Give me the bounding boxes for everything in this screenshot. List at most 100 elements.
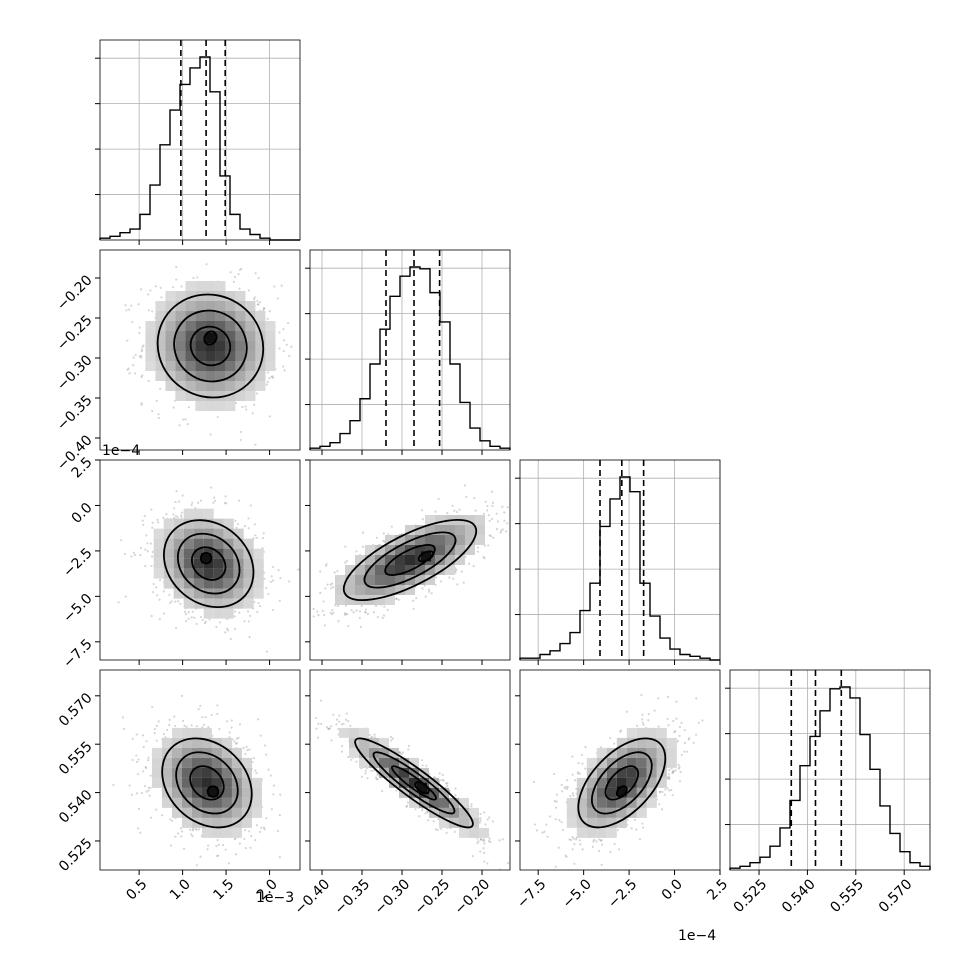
scatter-point — [491, 501, 495, 504]
density-cell — [435, 535, 445, 545]
density-cell — [191, 807, 202, 818]
scatter-point — [495, 512, 498, 515]
scatter-point — [315, 716, 318, 720]
scatter-point — [140, 375, 143, 379]
density-cell — [455, 545, 465, 555]
scatter-point — [248, 748, 251, 751]
density-cell — [265, 341, 276, 351]
density-cell — [245, 351, 256, 361]
scatter-point — [133, 372, 137, 375]
density-cell — [161, 797, 172, 808]
density-cell — [195, 311, 206, 321]
density-cell — [213, 598, 224, 609]
density-cell — [455, 555, 465, 565]
scatter-point — [401, 751, 404, 754]
scatter-point — [267, 768, 270, 771]
density-cell — [155, 301, 166, 311]
density-cell — [191, 727, 202, 738]
density-cell — [365, 565, 375, 575]
scatter-point — [162, 516, 165, 519]
density-cell — [225, 311, 236, 321]
scatter-point — [234, 742, 238, 745]
scatter-point — [346, 613, 349, 616]
scatter-point — [448, 576, 451, 579]
scatter-point — [278, 599, 281, 602]
density-cell — [195, 301, 206, 311]
density-cell — [161, 767, 172, 778]
density-cell — [183, 548, 194, 559]
scatter-point — [186, 423, 189, 426]
scatter-point — [304, 611, 306, 613]
scatter-point — [151, 521, 154, 524]
density-cell — [245, 321, 256, 331]
scatter-point — [175, 490, 178, 493]
scatter-point — [505, 530, 508, 533]
scatter-point — [487, 840, 491, 843]
scatter-point — [503, 519, 506, 522]
scatter-point — [230, 726, 233, 729]
scatter-point — [322, 600, 325, 603]
density-cell — [183, 568, 194, 579]
scatter-point — [137, 758, 140, 761]
scatter-point — [147, 379, 150, 383]
scatter-point — [153, 727, 157, 731]
density-cell — [205, 311, 216, 321]
scatter-point — [479, 817, 482, 820]
scatter-point — [128, 372, 131, 375]
scatter-point — [332, 586, 335, 589]
density-cell — [195, 401, 206, 411]
density-cell — [223, 528, 234, 539]
scatter-point — [147, 759, 150, 762]
density-cell — [233, 588, 244, 599]
scatter-point — [207, 844, 210, 847]
scatter-point — [490, 490, 494, 493]
scatter-point — [420, 759, 424, 762]
contour-level-1 — [161, 737, 253, 829]
scatter-point — [455, 510, 459, 514]
pair-panel-1-2 — [95, 249, 301, 455]
density-cell — [355, 585, 365, 595]
density-cell — [255, 321, 266, 331]
density-cell — [215, 311, 226, 321]
density-cell — [425, 515, 435, 525]
scatter-point — [255, 392, 258, 395]
scatter-point — [382, 532, 385, 535]
scatter-point — [395, 597, 398, 601]
density-cell — [195, 321, 206, 331]
density-cell — [185, 391, 196, 401]
scatter-point — [215, 625, 218, 628]
density-cell — [181, 817, 192, 828]
density-peak — [208, 786, 219, 797]
scatter-point — [153, 732, 156, 735]
scatter-point — [150, 555, 154, 558]
scatter-point — [142, 745, 145, 749]
density-cell — [181, 737, 192, 748]
density-cell — [175, 341, 186, 351]
scatter-point — [130, 555, 133, 558]
density-cell — [205, 351, 216, 361]
scatter-point — [169, 818, 172, 821]
scatter-point — [375, 777, 378, 781]
scatter-point — [173, 715, 176, 718]
scatter-point — [272, 565, 275, 569]
pair-panel-2-4 — [305, 669, 511, 875]
scatter-point — [121, 716, 124, 719]
density-cell — [445, 555, 455, 565]
scatter-point — [398, 751, 401, 754]
scatter-point — [233, 627, 237, 631]
scatter-point — [397, 598, 400, 601]
density-cell — [465, 545, 475, 555]
density-cell — [181, 767, 192, 778]
scatter-point — [364, 772, 367, 775]
scatter-point — [425, 764, 428, 767]
density-cell — [175, 291, 186, 301]
density-cell — [235, 291, 246, 301]
scatter-point — [395, 789, 398, 792]
density-cell — [181, 787, 192, 798]
scatter-point — [434, 583, 437, 586]
density-cell — [213, 568, 224, 579]
density-cell — [165, 331, 176, 341]
scatter-point — [285, 343, 288, 346]
scatter-point — [265, 586, 268, 589]
scatter-point — [398, 751, 401, 754]
